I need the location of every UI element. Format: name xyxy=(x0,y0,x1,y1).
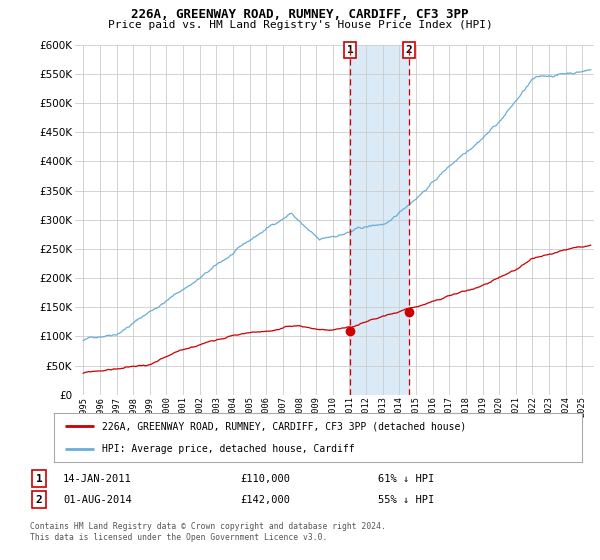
Text: 226A, GREENWAY ROAD, RUMNEY, CARDIFF, CF3 3PP: 226A, GREENWAY ROAD, RUMNEY, CARDIFF, CF… xyxy=(131,8,469,21)
Text: HPI: Average price, detached house, Cardiff: HPI: Average price, detached house, Card… xyxy=(101,444,354,454)
Text: £110,000: £110,000 xyxy=(240,474,290,484)
Text: 01-AUG-2014: 01-AUG-2014 xyxy=(63,494,132,505)
Text: 2: 2 xyxy=(406,45,412,55)
Text: 55% ↓ HPI: 55% ↓ HPI xyxy=(378,494,434,505)
Bar xyxy=(350,45,409,395)
Text: Contains HM Land Registry data © Crown copyright and database right 2024.: Contains HM Land Registry data © Crown c… xyxy=(30,522,386,531)
Text: 2: 2 xyxy=(35,494,43,505)
Text: 1: 1 xyxy=(35,474,43,484)
Text: 226A, GREENWAY ROAD, RUMNEY, CARDIFF, CF3 3PP (detached house): 226A, GREENWAY ROAD, RUMNEY, CARDIFF, CF… xyxy=(101,421,466,431)
Text: This data is licensed under the Open Government Licence v3.0.: This data is licensed under the Open Gov… xyxy=(30,533,328,542)
Text: 1: 1 xyxy=(347,45,353,55)
Text: £142,000: £142,000 xyxy=(240,494,290,505)
Text: Price paid vs. HM Land Registry's House Price Index (HPI): Price paid vs. HM Land Registry's House … xyxy=(107,20,493,30)
Text: 61% ↓ HPI: 61% ↓ HPI xyxy=(378,474,434,484)
Text: 14-JAN-2011: 14-JAN-2011 xyxy=(63,474,132,484)
